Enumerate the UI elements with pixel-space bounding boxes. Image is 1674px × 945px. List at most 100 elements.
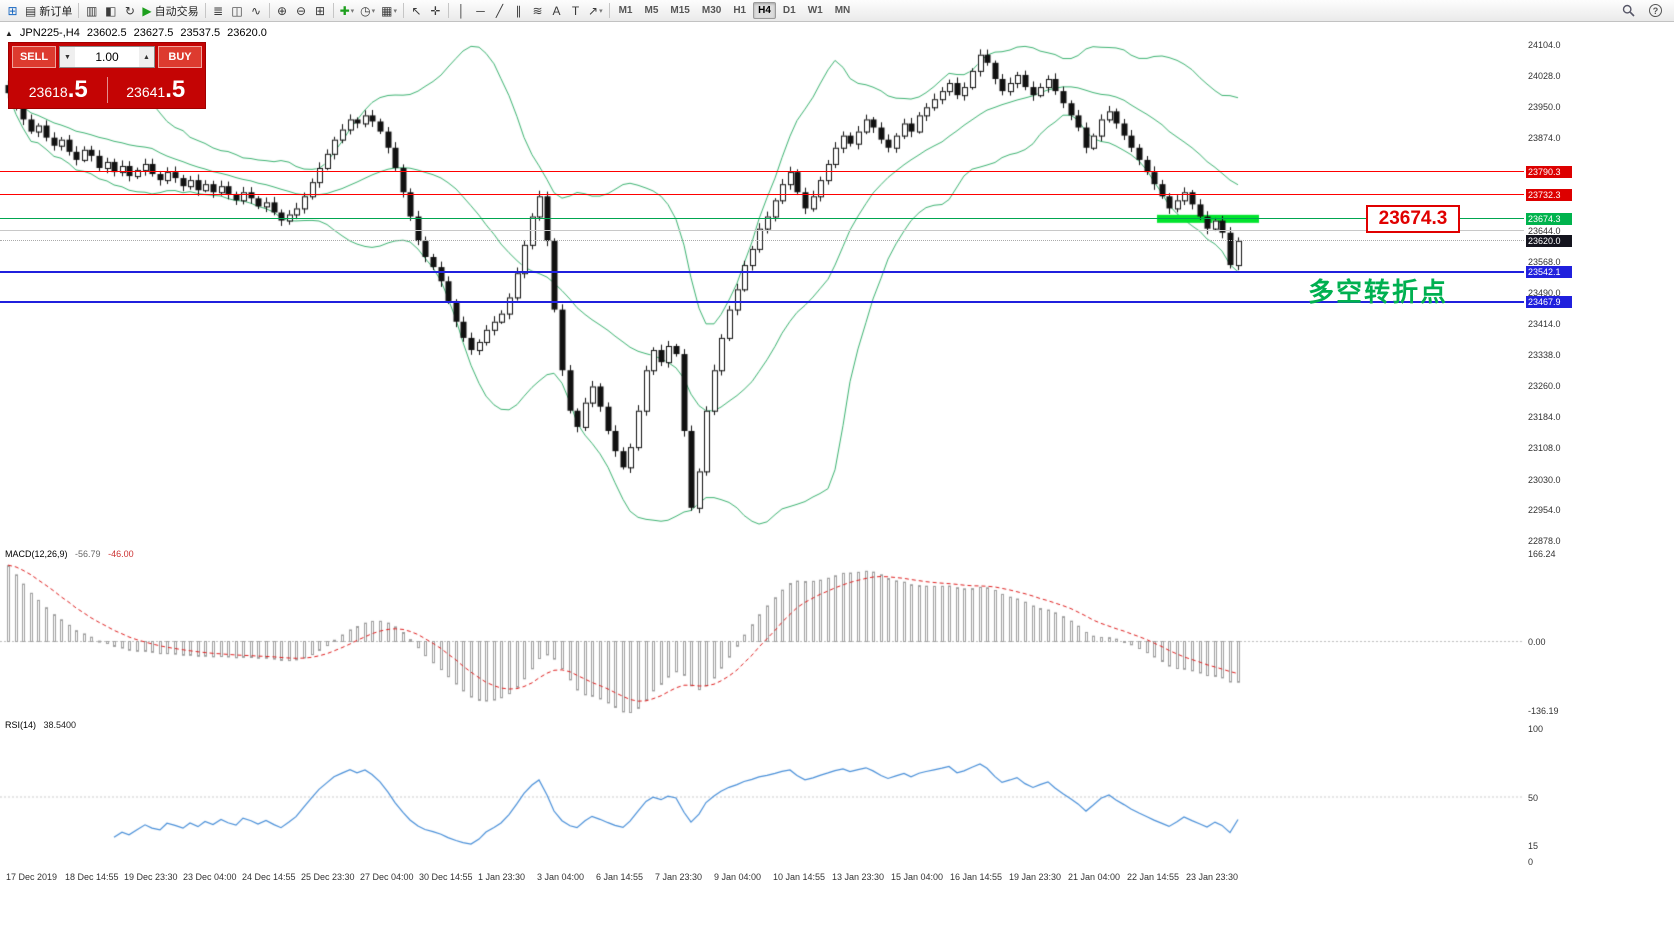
- bar-chart-icon[interactable]: ≣: [209, 2, 228, 20]
- data-window-icon[interactable]: ◧: [101, 2, 120, 20]
- ohlc-high: 23627.5: [133, 27, 174, 39]
- trendline-icon[interactable]: ╱: [490, 2, 509, 20]
- arrows-icon[interactable]: ↗ ▾: [585, 2, 606, 20]
- label-icon-glyph: T: [571, 3, 580, 18]
- timeframe-m15[interactable]: M15: [670, 5, 690, 16]
- fibonacci-icon-glyph: ≋: [532, 3, 543, 18]
- rsi-indicator-label: RSI(14) 38.5400: [5, 720, 76, 730]
- one-click-trading-panel: SELL ▼ ▲ BUY 23618.5 23641.5: [8, 42, 206, 109]
- fibonacci-icon[interactable]: ≋: [528, 2, 547, 20]
- toolbar-separator: [332, 3, 334, 18]
- timeframe-m5[interactable]: M5: [644, 5, 659, 16]
- timeframe-m1[interactable]: M1: [618, 5, 633, 16]
- price-divider: [106, 77, 108, 103]
- zoom-in-icon[interactable]: ⊕: [273, 2, 292, 20]
- toolbar-separator: [204, 3, 206, 18]
- symbol-period: JPN225-,H4: [19, 27, 80, 39]
- macd-title: MACD(12,26,9): [5, 549, 68, 559]
- templates-icon-glyph: ▦: [381, 3, 393, 18]
- charts-icon-glyph: ▥: [86, 3, 98, 18]
- templates-icon-caret[interactable]: ▾: [393, 7, 398, 15]
- price-callout-box[interactable]: 23674.3: [1366, 205, 1460, 233]
- search-icon: [1622, 4, 1635, 17]
- new-chart-icon-caret[interactable]: ▾: [350, 7, 355, 15]
- toolbar-separator: [268, 3, 270, 18]
- one-click-toggle-icon[interactable]: ▲: [5, 28, 13, 38]
- text-icon-glyph: A: [552, 3, 561, 18]
- volume-input[interactable]: [75, 47, 139, 67]
- data-window-icon-glyph: ◧: [105, 3, 117, 18]
- periods-icon-caret[interactable]: ▾: [371, 7, 376, 15]
- tile-windows-icon-glyph: ⊞: [315, 3, 326, 18]
- autotrading-button[interactable]: ▶ 自动交易: [139, 2, 201, 20]
- line-chart-icon-glyph: ∿: [251, 3, 262, 18]
- templates-icon[interactable]: ▦ ▾: [378, 2, 400, 20]
- tile-windows-icon[interactable]: ⊞: [311, 2, 330, 20]
- ohlc-close: 23620.0: [227, 27, 267, 39]
- refresh-icon-glyph: ↻: [124, 3, 135, 18]
- help-icon-glyph: ?: [1649, 4, 1662, 17]
- candlestick-chart-icon-glyph: ◫: [231, 3, 243, 18]
- toolbar-separator: [608, 3, 610, 18]
- timeframe-mn[interactable]: MN: [834, 5, 851, 16]
- crosshair-icon[interactable]: ✛: [426, 2, 445, 20]
- charts-icon[interactable]: ▥: [82, 2, 101, 20]
- bar-chart-icon-glyph: ≣: [213, 3, 224, 18]
- text-icon[interactable]: A: [547, 2, 566, 20]
- chart-info-line: ▲ JPN225-,H4 23602.5 23627.5 23537.5 236…: [5, 27, 267, 39]
- zoom-out-icon-glyph: ⊖: [296, 3, 307, 18]
- timeframe-w1[interactable]: W1: [807, 5, 823, 16]
- horizontal-line-icon-glyph: ─: [476, 3, 485, 18]
- toolbar-right-group: ?: [1619, 2, 1671, 20]
- rsi-value: 38.5400: [43, 720, 77, 730]
- arrows-icon-caret[interactable]: ▾: [599, 7, 603, 15]
- new-order-button[interactable]: ▤ 新订单: [22, 2, 75, 20]
- app-icon[interactable]: ⊞: [3, 2, 22, 20]
- toolbar-separator: [448, 3, 450, 18]
- trendline-icon-glyph: ╱: [495, 3, 504, 18]
- autotrading-button-label: 自动交易: [154, 5, 199, 18]
- periods-icon[interactable]: ◷ ▾: [357, 2, 378, 20]
- vertical-line-icon[interactable]: │: [452, 2, 471, 20]
- buy-button[interactable]: BUY: [158, 46, 202, 68]
- cursor-icon-glyph: ↖: [411, 3, 422, 18]
- new-chart-icon-glyph: ✚: [339, 3, 350, 18]
- toolbar: ⊞ ▤ 新订单 ▥ ◧ ↻ ▶ 自动交易 ≣ ◫ ∿ ⊕ ⊖ ⊞ ✚ ▾ ◷ ▾ ▦ ▾ ↖ ✛ │ ─ ╱ ∥ ≋ A T ↗ ▾ M1 M5…: [0, 0, 1674, 22]
- help-icon[interactable]: ?: [1646, 2, 1665, 20]
- refresh-icon[interactable]: ↻: [120, 2, 139, 20]
- zoom-out-icon[interactable]: ⊖: [292, 2, 311, 20]
- cursor-icon[interactable]: ↖: [407, 2, 426, 20]
- periods-icon-glyph: ◷: [360, 3, 371, 18]
- search-icon[interactable]: [1619, 2, 1638, 20]
- timeframe-h1[interactable]: H1: [733, 5, 747, 16]
- buy-price[interactable]: 23641.5: [110, 77, 203, 105]
- turning-point-text[interactable]: 多空转折点: [1308, 277, 1449, 307]
- autotrading-button-glyph: ▶: [142, 3, 152, 18]
- candlestick-chart-icon[interactable]: ◫: [228, 2, 247, 20]
- zoom-in-icon-glyph: ⊕: [277, 3, 288, 18]
- timeframe-m30[interactable]: M30: [701, 5, 722, 16]
- crosshair-icon-glyph: ✛: [430, 3, 441, 18]
- buy-price-frac: .5: [165, 76, 186, 103]
- line-chart-icon[interactable]: ∿: [247, 2, 266, 20]
- new-order-button-glyph: ▤: [25, 3, 37, 18]
- new-chart-icon[interactable]: ✚ ▾: [337, 2, 358, 20]
- sell-price[interactable]: 23618.5: [12, 77, 105, 105]
- horizontal-line-icon[interactable]: ─: [471, 2, 490, 20]
- toolbar-separator: [78, 3, 80, 18]
- rsi-title: RSI(14): [5, 720, 37, 730]
- sell-button[interactable]: SELL: [12, 46, 56, 68]
- timeframe-h4[interactable]: H4: [753, 2, 776, 19]
- app-icon-glyph: ⊞: [7, 3, 18, 18]
- timeframe-d1[interactable]: D1: [782, 5, 796, 16]
- volume-decrease-button[interactable]: ▼: [60, 47, 75, 67]
- volume-increase-button[interactable]: ▲: [139, 47, 154, 67]
- channel-icon-glyph: ∥: [515, 3, 522, 18]
- ohlc-open: 23602.5: [86, 27, 127, 39]
- volume-control: ▼ ▲: [59, 46, 155, 68]
- sell-price-main: 23618: [28, 84, 68, 100]
- label-icon[interactable]: T: [566, 2, 585, 20]
- channel-icon[interactable]: ∥: [509, 2, 528, 20]
